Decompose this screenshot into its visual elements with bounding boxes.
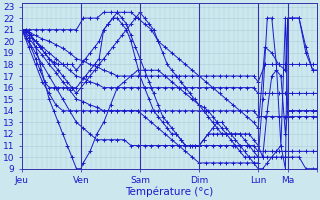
- X-axis label: Température (°c): Température (°c): [125, 187, 214, 197]
